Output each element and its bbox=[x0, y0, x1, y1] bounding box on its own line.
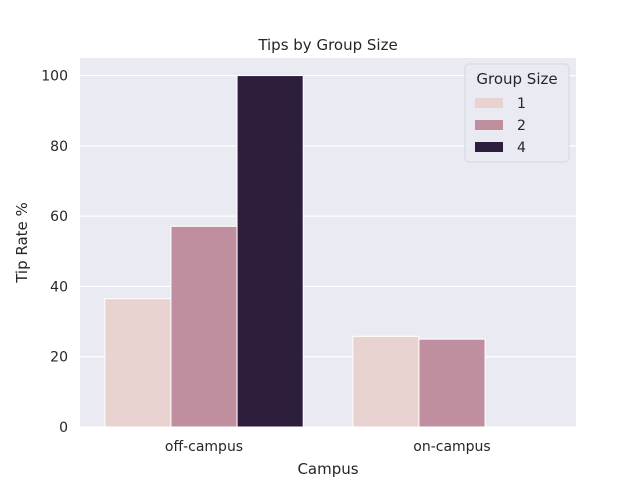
bar-off-campus-group-2 bbox=[170, 225, 238, 428]
y-tick-label: 0 bbox=[59, 420, 68, 436]
bars bbox=[104, 75, 486, 428]
x-axis-ticks: off-campus on-campus bbox=[165, 439, 491, 455]
y-tick-label: 100 bbox=[41, 69, 68, 85]
legend-box bbox=[464, 63, 570, 163]
y-tick-label: 20 bbox=[50, 350, 68, 366]
x-tick-label: on-campus bbox=[413, 439, 490, 455]
chart-title: Tips by Group Size bbox=[257, 36, 397, 54]
bar-on-campus-group-1 bbox=[352, 335, 420, 428]
legend-items: 1 2 4 bbox=[475, 96, 526, 156]
legend-title: Group Size bbox=[476, 70, 557, 88]
y-tick-label: 40 bbox=[50, 279, 68, 295]
legend-swatch bbox=[475, 142, 503, 152]
x-tick-label: off-campus bbox=[165, 439, 243, 455]
legend: Group Size 1 2 4 bbox=[464, 63, 570, 163]
y-axis-label: Tip Rate % bbox=[13, 202, 31, 284]
legend-label: 4 bbox=[517, 140, 526, 156]
y-tick-label: 60 bbox=[50, 209, 68, 225]
bar-off-campus-group-4 bbox=[236, 75, 304, 428]
legend-swatch bbox=[475, 120, 503, 130]
legend-label: 1 bbox=[517, 96, 526, 112]
x-axis-label: Campus bbox=[297, 460, 358, 478]
y-axis-ticks: 0 20 40 60 80 100 bbox=[41, 69, 68, 436]
y-tick-label: 80 bbox=[50, 139, 68, 155]
legend-label: 2 bbox=[517, 118, 526, 134]
legend-swatch bbox=[475, 98, 503, 108]
bar-on-campus-group-2 bbox=[418, 338, 486, 428]
bar-off-campus-group-1 bbox=[104, 298, 172, 428]
